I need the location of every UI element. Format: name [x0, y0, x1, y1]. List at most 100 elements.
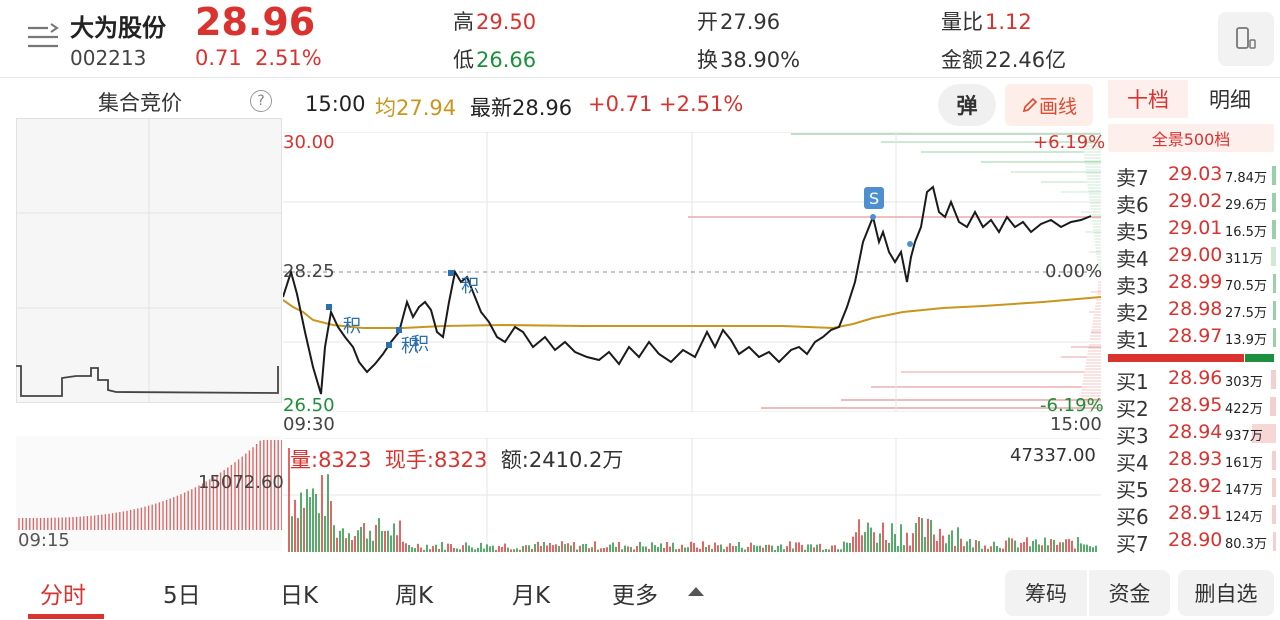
- vol-ratio-value: 1.12: [985, 10, 1032, 34]
- pct-axis-top-label: +6.19%: [1033, 132, 1106, 153]
- bid-level-price: 28.95: [1168, 394, 1223, 416]
- bid-ask-ratio-bar: [1108, 354, 1274, 362]
- auction-time-label: 09:15: [18, 530, 70, 551]
- bid-level-bar: [1272, 451, 1276, 470]
- sell-signal-badge[interactable]: [864, 187, 884, 209]
- bid-level-label: 买2: [1116, 397, 1149, 421]
- menu-icon[interactable]: [26, 22, 60, 52]
- ask-level-row[interactable]: 卖2 28.98 27.5万: [1110, 297, 1276, 325]
- bid-level-row[interactable]: 买4 28.93 161万: [1110, 447, 1276, 475]
- ask-level-label: 卖2: [1116, 301, 1149, 325]
- tab-intraday[interactable]: 分时: [40, 583, 86, 609]
- phone-toggle-button[interactable]: [1218, 12, 1274, 66]
- fund-flow-button[interactable]: 资金: [1089, 570, 1170, 616]
- ask-level-row[interactable]: 卖1 28.97 13.9万: [1110, 324, 1276, 352]
- ask-level-bar: [1271, 247, 1276, 266]
- ask-level-bar: [1273, 328, 1276, 347]
- tab-monthly-k[interactable]: 月K: [512, 583, 551, 609]
- info-change-pct: +2.51%: [659, 92, 744, 116]
- ask-level-row[interactable]: 卖5 29.01 16.5万: [1110, 216, 1276, 244]
- bid-level-volume: 124万: [1225, 510, 1263, 525]
- ask-level-price: 28.98: [1168, 298, 1223, 320]
- low-value: 26.66: [476, 48, 537, 72]
- bid-level-row[interactable]: 买6 28.91 124万: [1110, 501, 1276, 529]
- active-tab-underline: [28, 614, 104, 619]
- ask-level-row[interactable]: 卖4 29.00 311万: [1110, 243, 1276, 271]
- x-axis-start-label: 09:30: [283, 414, 335, 435]
- trade-signal-dot: [448, 270, 454, 276]
- bid-level-row[interactable]: 买2 28.95 422万: [1110, 393, 1276, 421]
- trade-signal-dot: [386, 342, 392, 348]
- tab-daily-k[interactable]: 日K: [280, 583, 319, 609]
- bullet-toggle-button[interactable]: 弹: [938, 84, 996, 126]
- y-axis-top-label: 30.00: [283, 132, 335, 153]
- accumulate-signal-label: 积: [343, 316, 361, 337]
- bid-level-price: 28.92: [1168, 475, 1223, 497]
- ask-level-bar: [1272, 166, 1276, 185]
- turnover-label: 换: [697, 48, 718, 72]
- low-stat: 低26.66: [453, 44, 536, 74]
- ask-level-price: 29.03: [1168, 163, 1223, 185]
- remove-watchlist-button[interactable]: 删自选: [1178, 570, 1274, 616]
- trade-signal-dot: [326, 304, 332, 310]
- info-latest: 最新28.96: [470, 96, 573, 120]
- ask-level-volume: 16.5万: [1225, 225, 1267, 240]
- high-stat: 高29.50: [453, 6, 536, 36]
- help-icon[interactable]: ?: [250, 90, 272, 112]
- stock-code: 002213: [70, 46, 147, 70]
- auction-price-chart: [16, 118, 282, 403]
- bid-level-row[interactable]: 买5 28.92 147万: [1110, 474, 1276, 502]
- ask-level-label: 卖7: [1116, 166, 1149, 190]
- bid-level-label: 买6: [1116, 505, 1149, 529]
- draw-line-label: 画线: [1038, 95, 1077, 118]
- ask-level-volume: 27.5万: [1225, 306, 1267, 321]
- tab-weekly-k[interactable]: 周K: [395, 583, 434, 609]
- bid-level-row[interactable]: 买1 28.96 303万: [1110, 366, 1276, 394]
- accumulate-signal-label: 积: [401, 336, 419, 357]
- stock-header: [0, 0, 1280, 78]
- ask-level-row[interactable]: 卖7 29.03 7.84万: [1110, 162, 1276, 190]
- tab-ten-levels[interactable]: 十档: [1108, 80, 1188, 118]
- bid-level-price: 28.96: [1168, 367, 1223, 389]
- bid-level-label: 买5: [1116, 478, 1149, 502]
- ask-level-row[interactable]: 卖6 29.02 29.6万: [1110, 189, 1276, 217]
- open-label: 开: [697, 10, 718, 34]
- accumulate-signal-label: 积: [461, 276, 479, 297]
- trade-signal-dot: [396, 327, 402, 333]
- bid-level-bar: [1271, 370, 1276, 389]
- bid-level-volume: 161万: [1225, 456, 1263, 471]
- bid-level-price: 28.90: [1168, 529, 1223, 551]
- ask-level-price: 29.00: [1168, 244, 1223, 266]
- ask-level-label: 卖1: [1116, 328, 1149, 352]
- ask-level-row[interactable]: 卖3 28.99 70.5万: [1110, 270, 1276, 298]
- high-value: 29.50: [476, 10, 537, 34]
- ask-level-volume: 311万: [1225, 252, 1263, 267]
- bid-level-volume: 147万: [1225, 483, 1263, 498]
- ask-level-label: 卖6: [1116, 193, 1149, 217]
- chevron-up-icon[interactable]: [688, 587, 704, 596]
- ask-level-price: 29.01: [1168, 217, 1223, 239]
- tab-trade-detail[interactable]: 明细: [1209, 88, 1251, 112]
- sell-signal-label: S: [869, 189, 879, 208]
- ask-level-label: 卖3: [1116, 274, 1149, 298]
- ask-level-volume: 29.6万: [1225, 198, 1267, 213]
- current-price: 28.96: [195, 0, 316, 44]
- intraday-volume-chart[interactable]: [283, 438, 1101, 552]
- y-axis-mid-label: 28.25: [283, 261, 335, 282]
- bid-level-row[interactable]: 买7 28.90 80.3万: [1110, 528, 1276, 556]
- amount-label: 金额: [941, 48, 983, 72]
- tab-more[interactable]: 更多: [612, 583, 658, 609]
- draw-line-button[interactable]: 画线: [1005, 84, 1093, 126]
- bid-level-label: 买1: [1116, 370, 1149, 394]
- tab-5day[interactable]: 5日: [163, 583, 201, 609]
- bid-level-price: 28.94: [1168, 421, 1223, 443]
- chip-distribution-button[interactable]: 筹码: [1005, 570, 1087, 616]
- accumulate-signal-label: 积: [411, 334, 429, 355]
- bullet-label: 弹: [956, 94, 978, 118]
- high-label: 高: [453, 10, 474, 34]
- full-500-levels-button[interactable]: 全景500档: [1108, 124, 1274, 152]
- bid-level-row[interactable]: 买3 28.94 937万: [1110, 420, 1276, 448]
- bid-level-bar: [1273, 532, 1276, 551]
- y-axis-bottom-label: 26.50: [283, 395, 335, 416]
